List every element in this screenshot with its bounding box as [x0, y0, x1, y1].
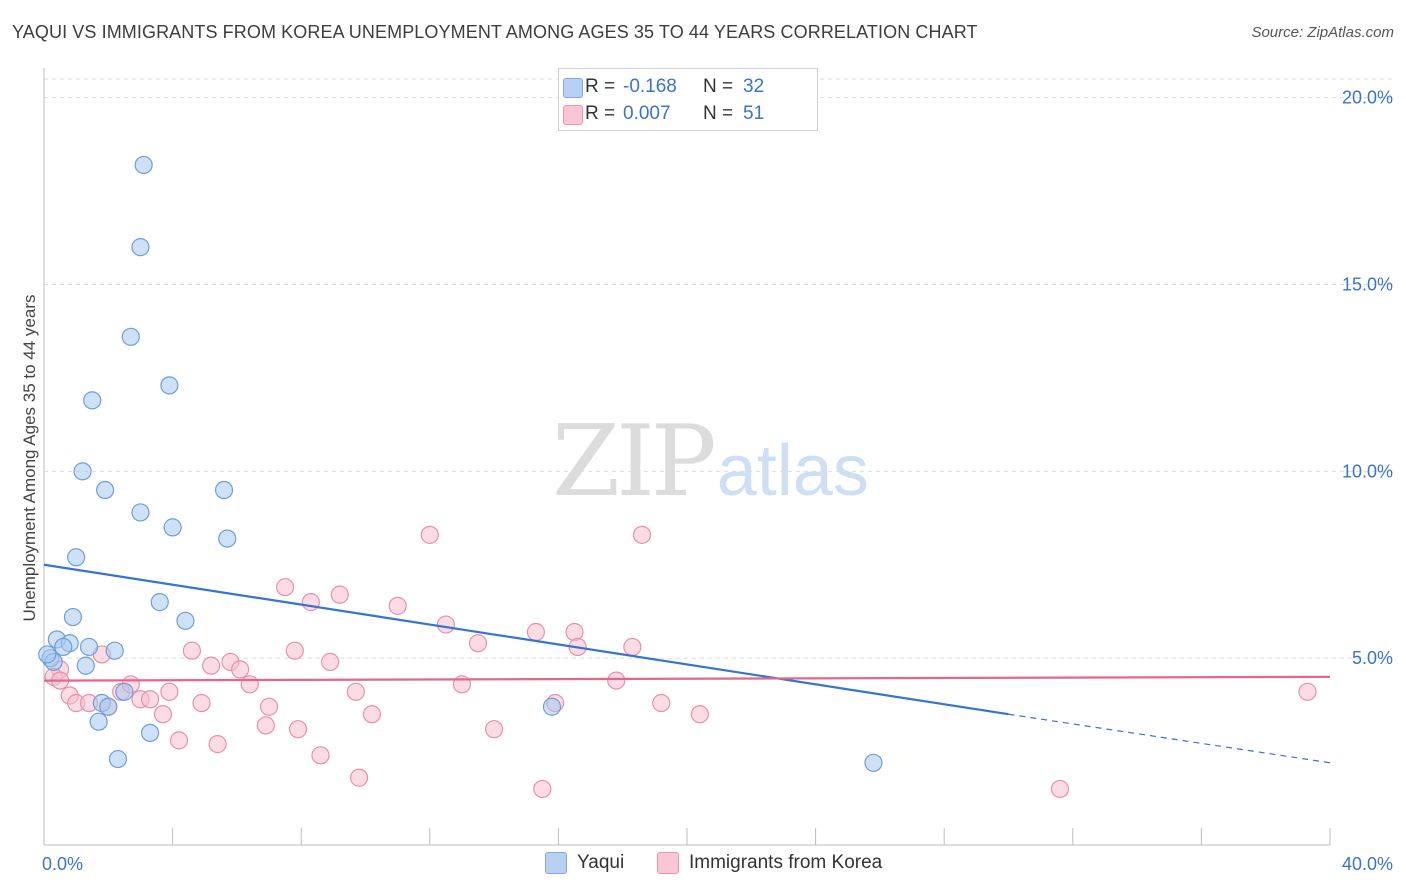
yaqui-point	[131, 238, 150, 257]
korea-point	[311, 746, 330, 765]
yaqui-point	[108, 749, 128, 769]
korea-point	[533, 779, 552, 799]
stats-legend: R = -0.168 N = 32 R = 0.007 N = 51	[558, 68, 818, 131]
korea-point	[468, 634, 488, 653]
chart-title: YAQUI VS IMMIGRANTS FROM KOREA UNEMPLOYM…	[12, 22, 978, 42]
yaqui-point	[140, 723, 160, 743]
korea-point	[231, 660, 250, 679]
r-label: R =	[585, 103, 616, 124]
y-tick-label: 15.0%	[1342, 275, 1393, 295]
korea-point	[346, 682, 365, 701]
korea-point	[153, 705, 173, 724]
legend-item-korea: Immigrants from Korea	[657, 852, 882, 874]
korea-point	[321, 652, 340, 672]
korea-point	[259, 697, 279, 716]
yaqui-point	[163, 518, 182, 537]
yaqui-point	[121, 327, 140, 346]
korea-point	[607, 671, 626, 690]
yaqui-point	[95, 480, 115, 500]
yaqui-point	[89, 712, 108, 731]
korea-point	[288, 720, 308, 739]
yaqui-legend-swatch	[545, 852, 567, 874]
korea-point	[208, 735, 227, 754]
korea-point	[1298, 682, 1317, 701]
n-label: N =	[703, 76, 734, 97]
stats-legend-row-korea: R = 0.007 N = 51	[563, 102, 765, 126]
korea-legend-swatch	[657, 852, 679, 874]
yaqui-point	[150, 593, 169, 612]
yaqui-point	[176, 611, 195, 630]
yaqui-trend-extension	[1008, 713, 1331, 764]
korea-point	[349, 768, 369, 787]
korea-point	[565, 622, 584, 642]
korea-point	[169, 731, 189, 750]
yaqui-point	[131, 503, 150, 522]
korea-point	[202, 656, 221, 675]
korea-point	[192, 693, 211, 713]
yaqui-point	[105, 641, 124, 660]
korea-point	[436, 615, 455, 634]
stats-legend-row-yaqui: R = -0.168 N = 32	[563, 75, 765, 99]
yaqui-trend-line	[43, 563, 1009, 716]
yaqui-point	[76, 656, 95, 675]
yaqui-point	[160, 376, 179, 395]
korea-point	[362, 705, 382, 724]
korea-point	[632, 525, 652, 544]
korea-trend-line	[43, 675, 1331, 682]
y-tick-label: 20.0%	[1342, 88, 1393, 108]
yaqui-point	[54, 637, 73, 657]
korea-point	[652, 693, 671, 713]
r-label: R =	[585, 76, 616, 97]
korea-point	[285, 641, 304, 660]
yaqui-point	[542, 697, 562, 716]
y-tick-label: 10.0%	[1342, 461, 1393, 481]
korea-point	[276, 578, 295, 597]
yaqui-swatch	[563, 78, 583, 98]
korea-point	[182, 641, 201, 660]
r-value: -0.168	[623, 76, 677, 97]
korea-legend-label: Immigrants from Korea	[689, 852, 883, 873]
yaqui-point	[214, 480, 234, 500]
korea-point	[623, 637, 642, 657]
y-tick-label: 5.0%	[1352, 648, 1393, 668]
n-value: 32	[743, 76, 765, 97]
yaqui-point	[83, 391, 102, 410]
korea-point	[420, 525, 439, 544]
korea-point	[140, 690, 160, 709]
yaqui-point	[73, 462, 92, 481]
korea-point	[388, 596, 407, 615]
x-tick-label: 0.0%	[42, 854, 83, 874]
yaqui-point	[134, 155, 153, 175]
korea-point	[256, 716, 275, 735]
yaqui-point	[38, 645, 57, 664]
korea-point	[240, 675, 259, 694]
korea-point	[526, 622, 545, 642]
yaqui-point	[115, 682, 134, 701]
yaqui-point	[864, 753, 883, 772]
r-value: 0.007	[623, 103, 671, 124]
source-label: Source: ZipAtlas.com	[1251, 24, 1394, 41]
korea-swatch	[563, 105, 583, 125]
korea-point	[330, 585, 349, 604]
korea-point	[1050, 779, 1070, 799]
yaqui-point	[67, 548, 86, 567]
korea-point	[160, 682, 179, 701]
korea-point	[690, 705, 709, 724]
n-label: N =	[703, 103, 734, 124]
yaqui-legend-label: Yaqui	[577, 852, 625, 873]
yaqui-point	[79, 637, 99, 657]
yaqui-point	[99, 697, 118, 716]
x-tick-label: 40.0%	[1342, 854, 1393, 874]
korea-point	[485, 720, 504, 739]
yaqui-point	[63, 607, 83, 627]
yaqui-point	[218, 529, 237, 548]
legend-item-yaqui: Yaqui	[545, 852, 624, 874]
n-value: 51	[743, 103, 765, 124]
